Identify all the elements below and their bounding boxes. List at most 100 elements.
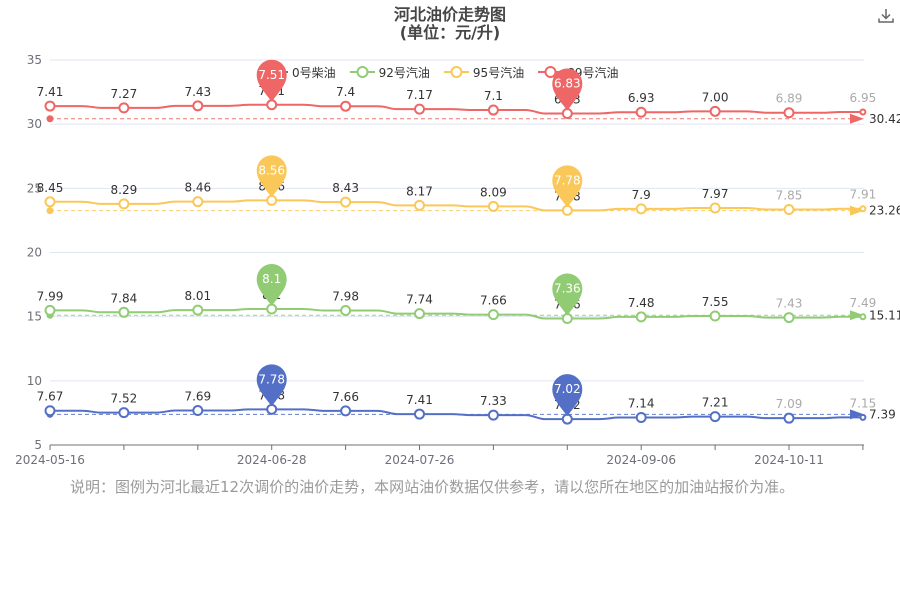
data-label: 7.98 [332, 290, 359, 304]
data-label: 7.84 [111, 291, 138, 305]
data-point [783, 412, 795, 424]
download-icon[interactable] [876, 6, 896, 26]
data-label: 7.17 [406, 88, 433, 102]
min-marker: 6.83 [552, 68, 583, 111]
data-label: 7.52 [111, 392, 138, 406]
marker-pin [552, 374, 583, 417]
data-label: 8.46 [184, 181, 211, 195]
data-point [44, 196, 56, 208]
data-point [118, 407, 130, 419]
marker-label: 7.51 [258, 68, 285, 82]
max-marker: 7.51 [256, 59, 287, 102]
average-start-marker [46, 207, 54, 215]
marker-pin [256, 59, 287, 102]
data-label: 8.17 [406, 184, 433, 198]
marker-label: 6.83 [554, 77, 581, 91]
data-label: 7.67 [37, 390, 64, 404]
chart-subtitle: (单位：元/升) [399, 23, 501, 42]
data-point [44, 405, 56, 417]
x-tick-label: 2024-09-06 [606, 453, 676, 467]
data-label: 7.48 [628, 296, 655, 310]
x-tick-label: 2024-06-28 [237, 453, 307, 467]
data-label: 7.09 [776, 397, 803, 411]
marker-label: 7.78 [554, 173, 581, 187]
data-point [635, 311, 647, 323]
data-label: 7.43 [184, 85, 211, 99]
data-label: 8.45 [37, 181, 64, 195]
marker-pin [256, 364, 287, 407]
min-marker: 7.36 [552, 273, 583, 316]
data-label: 6.89 [776, 92, 803, 106]
data-label: 8.43 [332, 181, 359, 195]
max-marker: 7.78 [256, 364, 287, 407]
min-marker: 7.02 [552, 374, 583, 417]
series-line [50, 408, 863, 421]
data-label: 7.27 [111, 87, 138, 101]
data-point [44, 100, 56, 112]
series-line [50, 307, 863, 320]
data-label: 7.14 [628, 397, 655, 411]
data-point [783, 107, 795, 119]
data-point [118, 306, 130, 318]
data-label: 6.95 [850, 91, 877, 105]
legend-label: 95号汽油 [472, 65, 525, 80]
marker-label: 7.02 [554, 382, 581, 396]
data-point [414, 199, 425, 211]
data-label: 7.15 [850, 396, 877, 410]
data-point [414, 308, 425, 320]
data-label: 7.74 [406, 293, 433, 307]
data-point [709, 411, 721, 423]
marker-pin [552, 165, 583, 208]
data-label: 6.93 [628, 91, 655, 105]
max-marker: 8.56 [256, 155, 287, 198]
data-label: 7.9 [632, 188, 651, 202]
average-label: 15.11 [869, 308, 900, 322]
data-point [340, 196, 352, 208]
average-start-marker [46, 115, 54, 123]
data-point [118, 102, 130, 114]
marker-pin [552, 273, 583, 316]
data-point [709, 105, 721, 117]
x-tick-label: 2024-07-26 [385, 453, 455, 467]
data-point [340, 100, 352, 112]
max-marker: 8.1 [256, 263, 287, 306]
data-point [487, 104, 499, 116]
data-label: 8.09 [480, 185, 507, 199]
data-point [414, 408, 425, 420]
x-tick-label: 2024-10-11 [754, 453, 824, 467]
marker-label: 8.56 [258, 163, 285, 177]
series-1: 15.117.997.848.018.18.17.987.747.667.367… [37, 263, 900, 324]
series-0: 7.397.677.527.697.787.787.667.417.337.02… [37, 364, 896, 425]
data-label: 7.41 [406, 393, 433, 407]
legend-item-1[interactable]: 92号汽油 [349, 62, 430, 82]
data-point [635, 412, 647, 424]
data-label: 7.91 [850, 188, 877, 202]
average-label: 7.39 [869, 407, 896, 421]
y-tick-label: 20 [27, 246, 42, 260]
data-label: 7.97 [702, 187, 729, 201]
data-label: 7.66 [332, 390, 359, 404]
data-point [859, 108, 867, 116]
chart-title: 河北油价走势图 [393, 5, 506, 24]
data-label: 7.43 [776, 297, 803, 311]
series-line [50, 103, 863, 115]
data-point [192, 100, 204, 112]
data-label: 7.4 [336, 85, 355, 99]
legend-label: 0号柴油 [292, 65, 336, 80]
disclaimer-note: 说明：图例为河北最近12次调价的油价走势，本网站油价数据仅供参考，请以您所在地区… [70, 478, 795, 496]
data-point [783, 312, 795, 324]
data-point [859, 313, 867, 321]
series-3: 30.427.417.277.437.517.517.47.177.16.836… [37, 59, 900, 126]
marker-label: 7.36 [554, 281, 581, 295]
data-point [487, 309, 499, 321]
series-line [50, 199, 863, 212]
legend-item-2[interactable]: 95号汽油 [443, 62, 525, 82]
data-point [635, 106, 647, 118]
data-label: 7.1 [484, 89, 503, 103]
min-marker: 7.78 [552, 165, 583, 208]
data-point [859, 413, 867, 421]
data-point [487, 409, 499, 421]
data-point [709, 310, 721, 322]
data-label: 7.66 [480, 294, 507, 308]
